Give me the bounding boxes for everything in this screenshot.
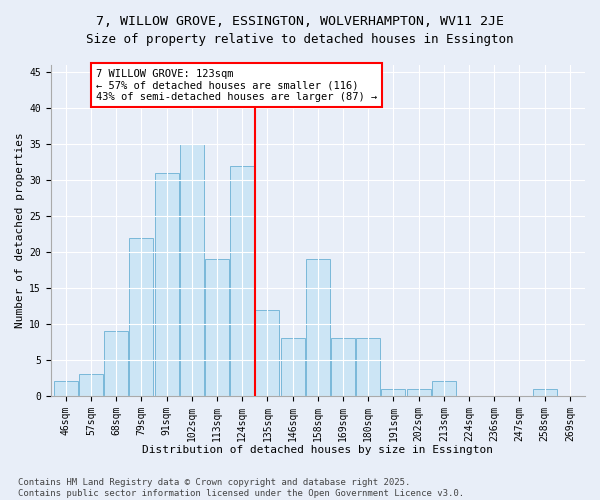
X-axis label: Distribution of detached houses by size in Essington: Distribution of detached houses by size … (142, 445, 493, 455)
Text: 7, WILLOW GROVE, ESSINGTON, WOLVERHAMPTON, WV11 2JE: 7, WILLOW GROVE, ESSINGTON, WOLVERHAMPTO… (96, 15, 504, 28)
Bar (432, 382, 456, 396)
Bar (155, 173, 179, 396)
Bar (281, 338, 305, 396)
Bar (230, 166, 254, 396)
Bar (104, 331, 128, 396)
Bar (356, 338, 380, 396)
Bar (180, 144, 204, 396)
Bar (205, 259, 229, 396)
Bar (306, 259, 330, 396)
Bar (256, 310, 280, 396)
Bar (130, 238, 154, 396)
Bar (382, 388, 406, 396)
Y-axis label: Number of detached properties: Number of detached properties (15, 132, 25, 328)
Bar (407, 388, 431, 396)
Bar (79, 374, 103, 396)
Bar (533, 388, 557, 396)
Bar (331, 338, 355, 396)
Bar (54, 382, 78, 396)
Text: Contains HM Land Registry data © Crown copyright and database right 2025.
Contai: Contains HM Land Registry data © Crown c… (18, 478, 464, 498)
Text: 7 WILLOW GROVE: 123sqm
← 57% of detached houses are smaller (116)
43% of semi-de: 7 WILLOW GROVE: 123sqm ← 57% of detached… (96, 68, 377, 102)
Text: Size of property relative to detached houses in Essington: Size of property relative to detached ho… (86, 32, 514, 46)
